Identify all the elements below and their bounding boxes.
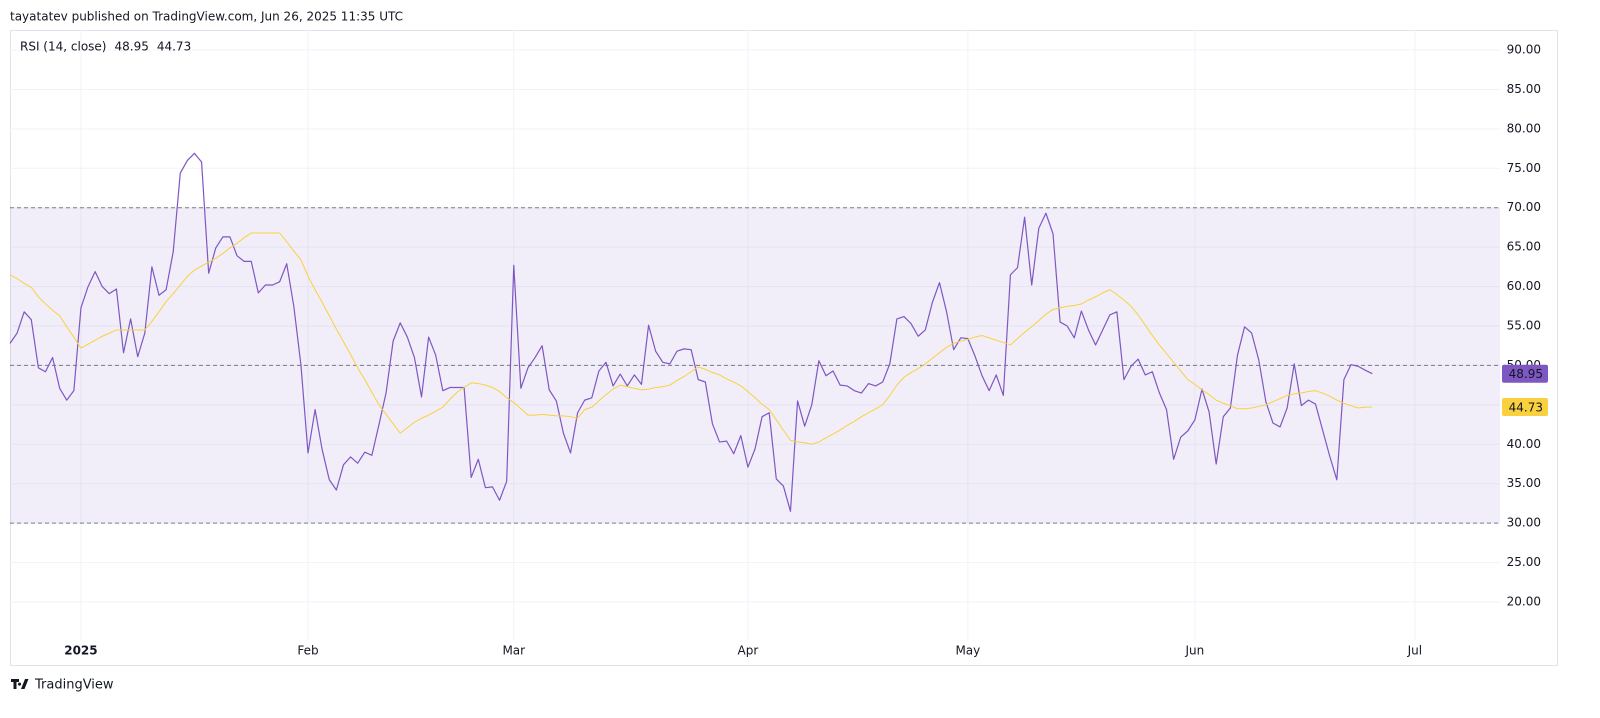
- grid: [10, 30, 1500, 640]
- y-tick-label: 35.00: [1507, 476, 1541, 490]
- legend-value: 44.73: [157, 40, 191, 54]
- x-tick-label: Jul: [1407, 644, 1422, 658]
- header: tayatatev published on TradingView.com, …: [10, 10, 403, 24]
- x-tick-label: Feb: [297, 644, 318, 658]
- y-tick-label: 30.00: [1507, 516, 1541, 530]
- footer-logo-text: TradingView: [34, 678, 114, 693]
- value-badge: [1502, 397, 1548, 416]
- y-tick-label: 55.00: [1507, 319, 1541, 333]
- x-tick-label: May: [955, 644, 980, 658]
- x-tick-label: Jun: [1185, 644, 1205, 658]
- legend-value: 48.95: [114, 40, 148, 54]
- series-line: [9, 152, 1373, 512]
- series-line: [9, 232, 1373, 445]
- y-tick-label: 70.00: [1507, 200, 1541, 214]
- lines: [9, 152, 1373, 512]
- x-tick-label: 2025: [64, 644, 97, 658]
- value-badge-label: 44.73: [1509, 400, 1543, 414]
- pane-border: [10, 30, 1558, 666]
- logo: [11, 679, 29, 689]
- value-badge: [1502, 364, 1548, 383]
- y-tick-label: 60.00: [1507, 279, 1541, 293]
- y-tick-label: 75.00: [1507, 161, 1541, 175]
- y-tick-label: 25.00: [1507, 555, 1541, 569]
- value-badge-label: 48.95: [1509, 367, 1543, 381]
- y-tick-label: 90.00: [1507, 43, 1541, 57]
- legend-title: RSI (14, close): [20, 40, 106, 54]
- y-tick-label: 80.00: [1507, 121, 1541, 135]
- y-tick-label: 40.00: [1507, 437, 1541, 451]
- band: [10, 207, 1500, 524]
- y-tick-label: 65.00: [1507, 240, 1541, 254]
- x-tick-label: Mar: [502, 644, 525, 658]
- y-tick-label: 20.00: [1507, 594, 1541, 608]
- x-tick-label: Apr: [738, 644, 759, 658]
- y-tick-label: 85.00: [1507, 82, 1541, 96]
